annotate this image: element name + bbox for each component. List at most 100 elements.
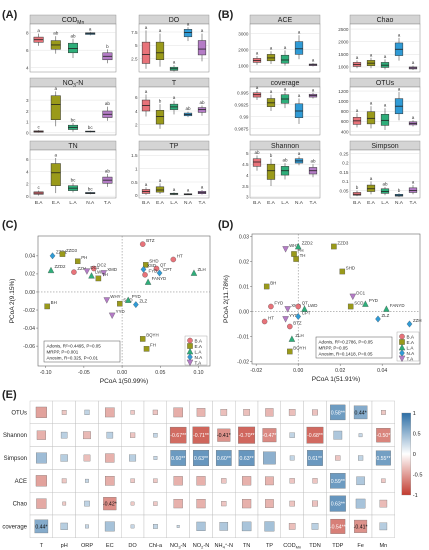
legend-label: B.A (407, 334, 415, 339)
facet-panel (138, 149, 210, 199)
y-tick-label: 0.5 (131, 180, 138, 185)
x-tick-label: 0.00 (117, 370, 127, 376)
boxplot-facet: Chao 1000 1500 2000 2500 a a a a a (338, 14, 421, 73)
legend-label: N.A (407, 351, 416, 356)
heat-square (169, 426, 187, 444)
box (380, 188, 390, 194)
stats-line: Adonis, R²=0.2786, P=0.05 (319, 340, 374, 345)
y-tick-label: 0.04 (25, 254, 35, 260)
legend-label: T.A (195, 360, 203, 365)
heat-square (330, 473, 346, 489)
significance-letter: a (173, 60, 176, 65)
heat-square (263, 451, 276, 465)
y-tick-label: 1.5 (131, 153, 138, 158)
column-label: TN (243, 543, 250, 549)
heat-square (333, 430, 343, 440)
point-marker (100, 270, 107, 277)
significance-letter: a (145, 89, 148, 94)
boxplot-facet: TN 0 2 4 6 c B.A a E.A bc L.A bc N.A ab T.A (26, 140, 117, 206)
point-label: QT (302, 300, 308, 305)
heat-square (83, 431, 91, 440)
heat-square (265, 499, 274, 508)
heat-square (192, 449, 210, 467)
heat-value-label: -0.50* (376, 433, 390, 439)
point-marker (124, 296, 132, 303)
point-label: ZLZ (139, 298, 147, 303)
y-tick-label: 0.02 (25, 272, 35, 278)
point-label: PH (81, 255, 87, 260)
column-label: pH (61, 543, 68, 549)
point-marker (295, 303, 301, 310)
point-marker (75, 258, 81, 265)
point-marker (47, 266, 55, 274)
row-label: Chao (13, 502, 28, 508)
significance-letter: ab (199, 100, 205, 105)
heat-square (289, 478, 295, 484)
significance-letter: b (398, 188, 401, 193)
point-marker (71, 269, 77, 275)
row-label: Shannon (3, 433, 27, 439)
significance-letter: ab (105, 169, 111, 174)
point-label: PH (298, 248, 304, 253)
x-tick-label: T.A (104, 200, 112, 206)
point-marker (295, 313, 301, 320)
x-tick-label: B.A (353, 200, 362, 206)
legend-label: T.A (407, 356, 415, 361)
point-marker (291, 251, 297, 257)
significance-letter: a (201, 28, 204, 33)
heat-square (238, 449, 255, 467)
significance-letter: c (37, 125, 40, 130)
facet-title: coverage (271, 80, 300, 87)
x-tick-label: E.A (367, 200, 376, 206)
point-label: FYD (274, 300, 283, 305)
x-tick-label: B.A (35, 200, 44, 206)
heat-square (60, 454, 68, 462)
heat-square (221, 501, 227, 507)
point-label: BH (51, 300, 57, 305)
point-marker (294, 242, 302, 250)
y-tick-label: 1 (135, 166, 138, 171)
heat-value-label: -0.71** (193, 433, 209, 439)
heat-square (353, 405, 368, 420)
y-tick-label: -0.02 (23, 308, 35, 314)
x-tick-label: T.A (410, 200, 418, 206)
point-marker (339, 268, 346, 275)
heat-square (289, 432, 295, 438)
point-marker (142, 272, 148, 278)
point-label: DC1 (356, 290, 365, 295)
point-label: FYD (149, 269, 158, 274)
significance-letter: a (270, 89, 273, 94)
point-marker (261, 318, 268, 325)
heat-square (85, 524, 89, 529)
heat-square (104, 521, 115, 532)
point-marker (144, 278, 152, 285)
heat-square (61, 410, 67, 415)
significance-letter: a (201, 185, 204, 190)
point-label: YYD (289, 313, 298, 318)
significance-letter: a (370, 52, 373, 57)
significance-letter: bc (71, 118, 77, 123)
box (183, 29, 193, 38)
heat-value-label: 0.44* (355, 410, 367, 416)
point-marker (83, 268, 91, 275)
significance-letter: ab (70, 33, 76, 38)
x-tick-label: 0.02 (335, 368, 345, 374)
point-label: WHY (110, 294, 120, 299)
point-label: DC1 (90, 265, 99, 270)
heat-square (264, 521, 275, 532)
point-label: SHD (346, 265, 355, 270)
heat-square (289, 500, 295, 507)
point-label: FANYD (152, 276, 167, 281)
significance-letter: ab (53, 31, 59, 36)
point-marker (375, 315, 381, 323)
y-tick-label: 2 (26, 109, 29, 114)
pcoa-panels: -0.10 -0.05 0.00 0.05 0.10 -0.06 -0.04 -0.02 0.0… (9, 233, 422, 385)
heat-value-label: 0.63** (194, 456, 208, 462)
point-label: DC2 (97, 262, 106, 267)
heat-square (355, 498, 366, 509)
x-tick-label: -0.05 (78, 370, 90, 376)
heat-square (105, 453, 115, 463)
point-marker (301, 305, 308, 312)
significance-letter: a (312, 58, 315, 63)
